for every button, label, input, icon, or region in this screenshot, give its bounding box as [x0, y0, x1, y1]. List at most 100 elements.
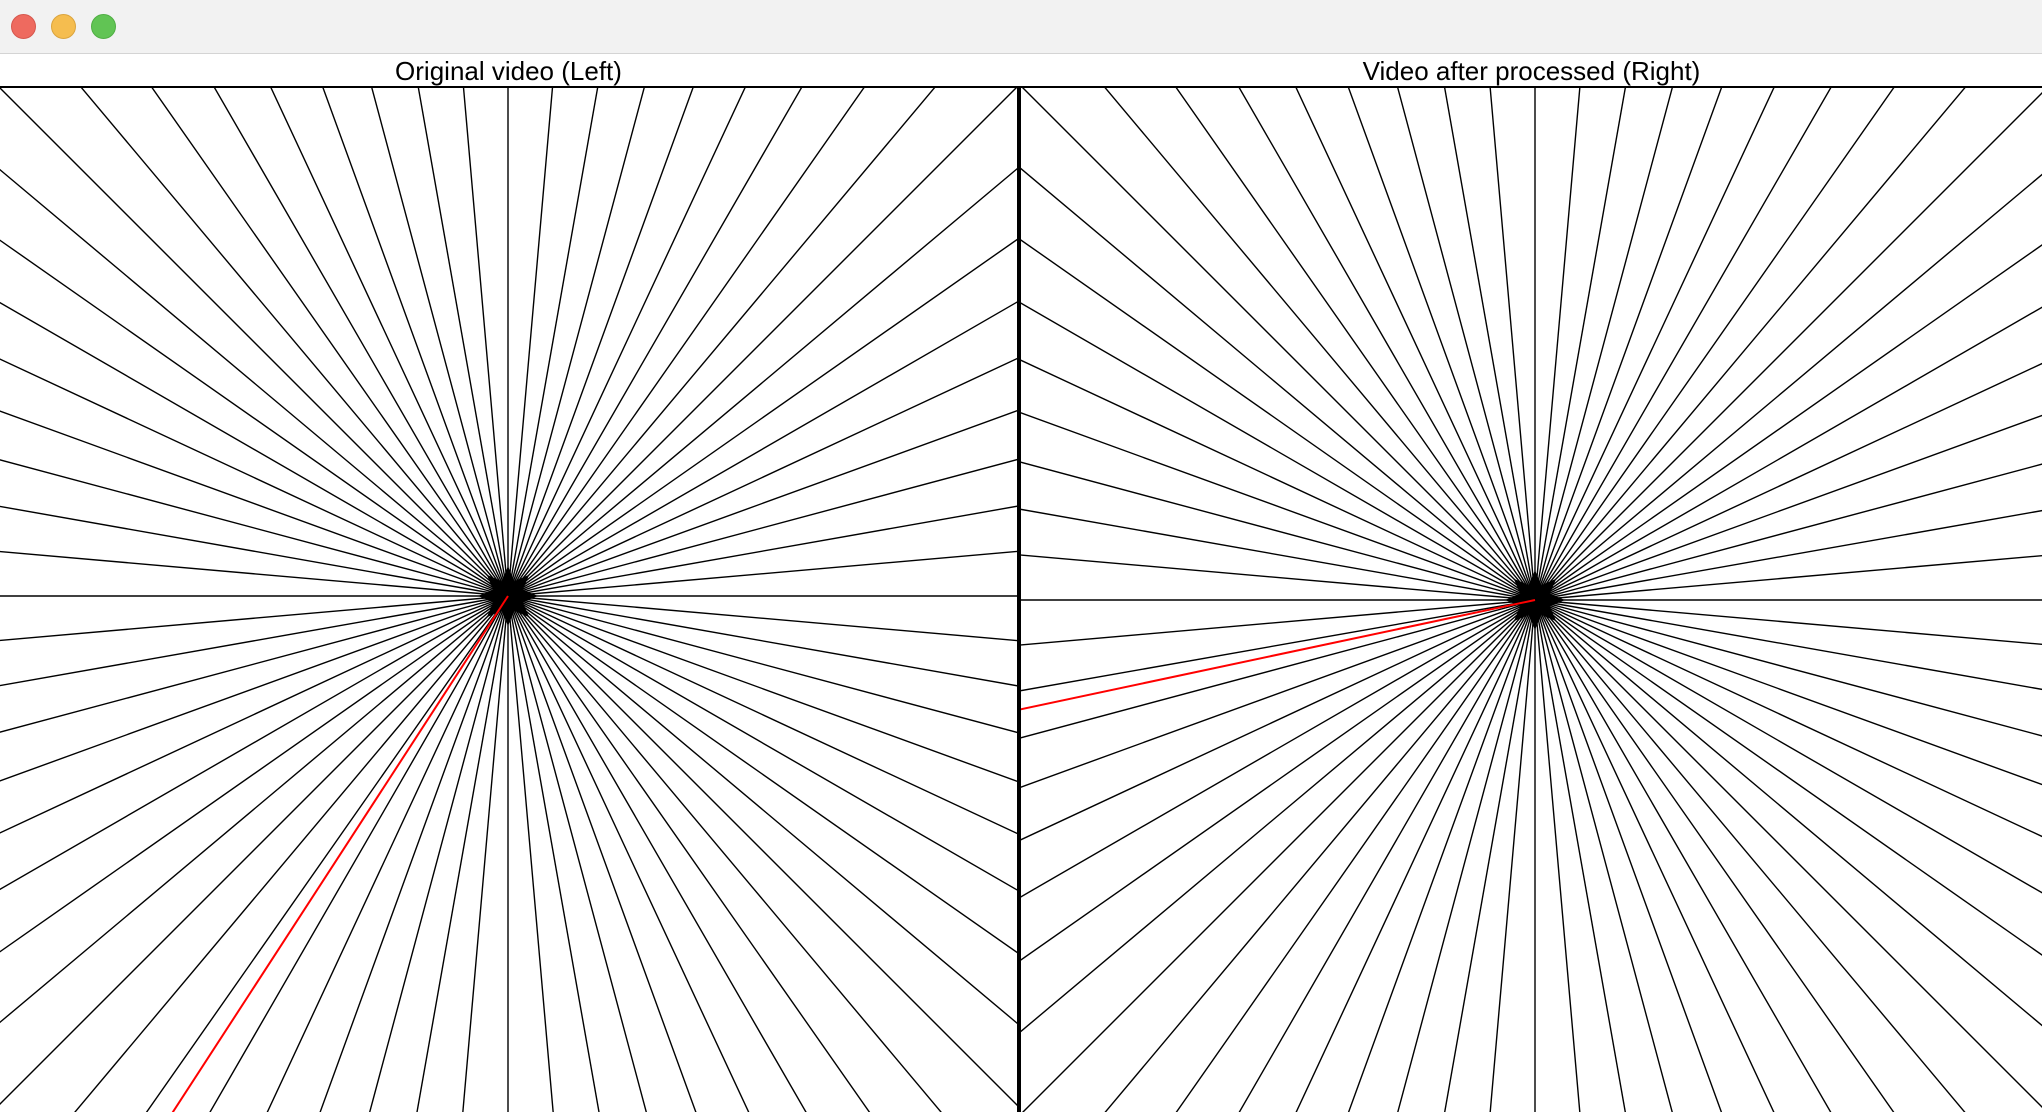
right-ray	[1021, 599, 1536, 788]
right-ray	[1444, 88, 1536, 601]
left-ray	[507, 505, 1017, 597]
right-ray	[1021, 554, 1536, 601]
title-bar	[0, 0, 2042, 54]
left-ray	[0, 410, 509, 597]
right-ray	[1397, 88, 1536, 601]
right-ray	[1534, 554, 2042, 601]
right-ray	[1534, 92, 2042, 601]
left-ray	[507, 595, 942, 1112]
right-ray	[1021, 599, 1536, 692]
left-ray	[319, 595, 509, 1112]
right-ray	[1489, 599, 1536, 1112]
right-ray	[1534, 463, 2042, 601]
left-ray	[145, 595, 509, 1112]
right-ray	[1534, 599, 1966, 1112]
left-ray	[209, 595, 509, 1112]
left-ray	[507, 595, 1017, 783]
left-ray	[507, 595, 750, 1112]
right-ray	[1534, 509, 2042, 601]
left-ray	[0, 301, 509, 597]
left-ray	[507, 595, 1017, 1106]
left-ray	[507, 595, 1017, 687]
left-ray	[507, 88, 694, 597]
left-ray	[507, 88, 936, 597]
left-ray	[507, 88, 599, 597]
right-ray	[1534, 88, 1723, 601]
left-ray	[74, 595, 509, 1112]
right-ray	[1021, 599, 1536, 961]
left-ray	[462, 88, 509, 597]
left-ray	[0, 505, 509, 597]
minimize-button[interactable]	[51, 14, 76, 39]
right-ray	[1534, 173, 2042, 601]
right-highlight-ray	[1021, 599, 1536, 711]
original-video-panel	[0, 88, 1017, 1112]
right-ray	[1534, 88, 1626, 601]
right-ray	[1104, 88, 1536, 601]
left-ray	[507, 88, 554, 597]
right-panel-title: Video after processed (Right)	[1362, 56, 1701, 86]
processed-video-frame	[1021, 88, 2042, 1112]
right-ray	[1534, 599, 2042, 691]
right-ray	[1175, 88, 1536, 601]
right-ray	[1021, 302, 1536, 601]
right-ray	[1021, 599, 1536, 898]
right-ray	[1534, 599, 2042, 956]
left-ray	[0, 595, 509, 1105]
left-ray	[0, 595, 509, 1024]
right-ray	[1534, 599, 2042, 1027]
right-ray	[1534, 599, 1723, 1112]
right-ray	[1534, 414, 2042, 601]
processed-video-panel	[1021, 88, 2042, 1112]
left-ray	[507, 595, 807, 1112]
right-ray	[1238, 88, 1536, 601]
left-ray	[416, 595, 509, 1112]
right-ray	[1534, 599, 1673, 1112]
panel-title-row: Original video (Left) Video after proces…	[0, 54, 2042, 88]
right-ray	[1534, 599, 2042, 786]
left-ray	[507, 595, 1017, 954]
right-ray	[1489, 88, 1536, 601]
right-ray	[1347, 599, 1536, 1112]
right-ray	[1397, 599, 1536, 1112]
right-ray	[1021, 599, 1536, 739]
left-ray	[507, 595, 1017, 835]
left-ray	[0, 358, 509, 597]
right-ray	[1175, 599, 1536, 1112]
right-ray	[1534, 599, 1775, 1112]
zoom-button[interactable]	[91, 14, 116, 39]
left-ray	[0, 88, 509, 597]
left-ray	[507, 409, 1017, 597]
left-ray	[266, 595, 509, 1112]
right-ray	[1534, 599, 1626, 1112]
left-panel-title: Original video (Left)	[395, 56, 622, 86]
right-ray	[1534, 599, 2042, 894]
left-ray	[507, 595, 554, 1112]
right-ray	[1238, 599, 1536, 1112]
left-ray	[417, 88, 509, 597]
left-ray	[507, 88, 803, 597]
right-ray	[1534, 244, 2042, 601]
left-ray	[507, 550, 1017, 597]
right-ray	[1534, 599, 1581, 1112]
right-ray	[1295, 88, 1536, 601]
left-ray	[0, 595, 509, 642]
left-ray	[462, 595, 509, 1112]
left-ray	[507, 595, 697, 1112]
left-ray	[0, 595, 509, 891]
left-ray	[369, 595, 509, 1112]
close-button[interactable]	[11, 14, 36, 39]
left-ray	[0, 595, 509, 782]
left-ray	[0, 550, 509, 597]
right-ray	[1021, 599, 1536, 1033]
right-ray	[1021, 599, 1536, 841]
right-ray	[1534, 599, 2042, 838]
original-video-frame	[0, 88, 1017, 1112]
left-highlight-ray	[171, 595, 509, 1112]
right-ray	[1534, 306, 2042, 601]
right-ray	[1021, 461, 1536, 601]
right-ray	[1444, 599, 1536, 1112]
right-ray	[1022, 599, 1536, 1112]
left-ray	[507, 167, 1017, 597]
right-ray	[1534, 599, 1832, 1112]
